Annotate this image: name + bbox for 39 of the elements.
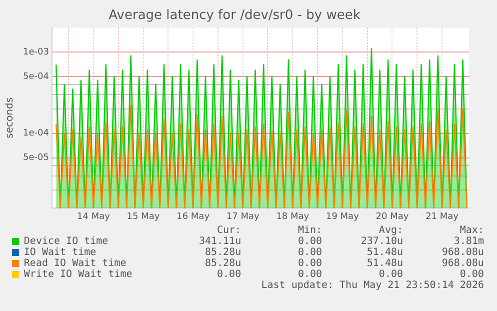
text: 85.28u <box>204 258 242 269</box>
x-tick-label: 14 May <box>77 212 111 222</box>
text: 85.28u <box>204 247 242 258</box>
y-tick-label: 5e-05 <box>22 153 49 164</box>
text: Min: <box>296 225 322 236</box>
text: 51.48u <box>366 247 404 258</box>
y-axis-title: seconds <box>4 97 16 138</box>
text: Cur: <box>216 225 242 236</box>
text: Avg: <box>378 225 404 236</box>
x-tick-label: 16 May <box>176 212 210 222</box>
legend-label: Read IO Wait time <box>24 258 128 269</box>
text: 0.00 <box>296 247 322 258</box>
text: 0.00 <box>378 269 404 280</box>
legend-label: Device IO time <box>24 236 110 247</box>
text: 341.11u <box>198 236 242 247</box>
y-tick-label: 1e-03 <box>22 47 49 58</box>
text: 968.08u <box>440 258 484 269</box>
text: 0.00 <box>296 269 322 280</box>
legend-label: Write IO Wait time <box>24 269 134 280</box>
text: Last update: Thu May 21 23:50:14 2026 <box>260 280 484 291</box>
x-tick-label: 20 May <box>376 212 410 222</box>
y-tick-label: 5e-04 <box>22 72 50 82</box>
text: 0.00 <box>216 269 242 280</box>
x-tick-label: 18 May <box>276 212 310 222</box>
y-tick-label: 1e-04 <box>22 128 50 139</box>
chart-title: Average latency for /dev/sr0 - by week <box>108 8 361 24</box>
text: 968.08u <box>440 247 484 258</box>
x-tick-label: 15 May <box>126 212 160 222</box>
text: 51.48u <box>366 258 404 269</box>
x-tick-label: 17 May <box>226 212 260 222</box>
x-tick-label: 21 May <box>426 212 460 222</box>
legend-label: IO Wait time <box>24 247 98 258</box>
text: 237.10u <box>360 236 404 247</box>
text: 0.00 <box>458 269 484 280</box>
text: 3.81m <box>452 236 484 247</box>
text: 0.00 <box>296 236 322 247</box>
x-tick-label: 19 May <box>326 212 360 222</box>
text: 0.00 <box>296 258 322 269</box>
text: Max: <box>458 225 484 236</box>
